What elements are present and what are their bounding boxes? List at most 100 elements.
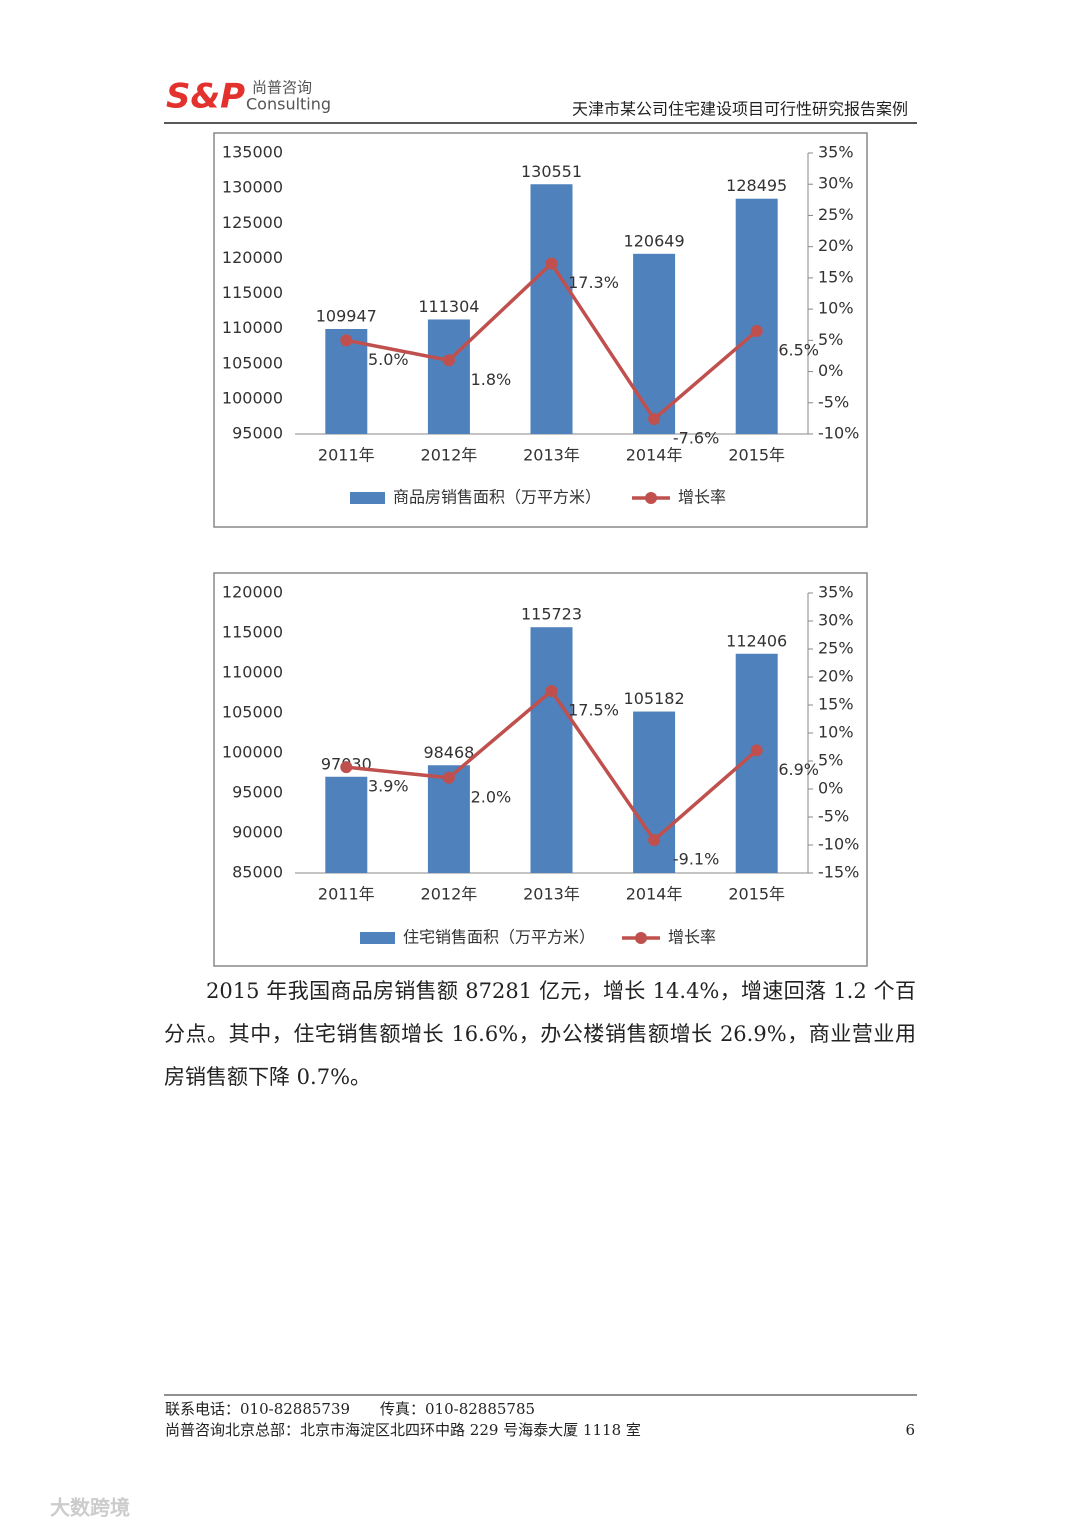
bar xyxy=(633,253,676,434)
x-tick-label: 2014年 xyxy=(626,885,683,904)
y2-tick-label: 20% xyxy=(818,236,854,255)
bar-value-label: 105182 xyxy=(624,689,685,708)
paragraph: 2015 年我国商品房销售额 87281 亿元，增长 14.4%，增速回落 1.… xyxy=(164,979,916,1089)
y2-tick-label: -5% xyxy=(818,392,849,411)
chart-frame xyxy=(213,132,868,528)
bar-value-label: 112406 xyxy=(726,631,787,650)
y-tick-label: 100000 xyxy=(222,743,283,762)
line-value-label: 17.3% xyxy=(568,273,619,292)
y-tick-label: 95000 xyxy=(232,783,283,802)
y-tick-label: 110000 xyxy=(222,663,283,682)
legend-label: 增长率 xyxy=(678,488,726,507)
line-value-label: -9.1% xyxy=(673,849,719,868)
bar-value-label: 130551 xyxy=(521,162,582,181)
footer-fax: 传真：010-82885785 xyxy=(380,1400,535,1418)
bar xyxy=(530,627,573,873)
line-value-label: 3.9% xyxy=(368,777,409,796)
y-tick-label: 95000 xyxy=(232,424,283,443)
x-tick-label: 2011年 xyxy=(318,446,375,465)
bar xyxy=(735,198,778,434)
bar-value-label: 109947 xyxy=(316,306,377,325)
line-value-label: 6.9% xyxy=(778,760,819,779)
line-marker xyxy=(648,833,661,846)
y2-tick-label: 15% xyxy=(818,267,854,286)
x-tick-label: 2015年 xyxy=(728,446,785,465)
y-tick-label: 105000 xyxy=(222,703,283,722)
chart-frame xyxy=(213,572,868,967)
line-marker xyxy=(545,257,558,270)
y-tick-label: 130000 xyxy=(222,178,283,197)
line-value-label: 5.0% xyxy=(368,350,409,369)
x-tick-label: 2012年 xyxy=(421,446,478,465)
y2-tick-label: 30% xyxy=(818,611,854,630)
line-value-label: 2.0% xyxy=(471,787,512,806)
y2-tick-label: 10% xyxy=(818,723,854,742)
line-marker xyxy=(442,354,455,367)
line-marker xyxy=(750,744,763,757)
legend-swatch-marker xyxy=(635,932,647,944)
y2-tick-label: 5% xyxy=(818,751,843,770)
y-tick-label: 115000 xyxy=(222,623,283,642)
y2-tick-label: 0% xyxy=(818,779,843,798)
header-title: 天津市某公司住宅建设项目可行性研究报告案例 xyxy=(572,100,908,119)
y2-tick-label: 15% xyxy=(818,695,854,714)
x-tick-label: 2014年 xyxy=(626,446,683,465)
x-tick-label: 2011年 xyxy=(318,885,375,904)
y2-tick-label: -10% xyxy=(818,424,859,443)
x-tick-label: 2013年 xyxy=(523,885,580,904)
legend-swatch xyxy=(360,932,395,944)
y2-tick-label: 25% xyxy=(818,205,854,224)
bar xyxy=(325,328,368,434)
y-tick-label: 90000 xyxy=(232,823,283,842)
y-tick-label: 135000 xyxy=(222,143,283,162)
line-value-label: 1.8% xyxy=(471,370,512,389)
line-marker xyxy=(750,324,763,337)
y-tick-label: 115000 xyxy=(222,283,283,302)
bar-value-label: 98468 xyxy=(423,743,474,762)
y2-tick-label: 35% xyxy=(818,143,854,162)
line-marker xyxy=(340,334,353,347)
bar-value-label: 115723 xyxy=(521,605,582,624)
line-value-label: 17.5% xyxy=(568,701,619,720)
y2-tick-label: -10% xyxy=(818,835,859,854)
line-marker xyxy=(442,771,455,784)
y-tick-label: 120000 xyxy=(222,248,283,267)
legend-label: 商品房销售面积（万平方米） xyxy=(393,488,601,507)
y2-tick-label: 35% xyxy=(818,583,854,602)
logo-en: Consulting xyxy=(246,95,331,114)
line-value-label: -7.6% xyxy=(673,429,719,448)
bar-value-label: 128495 xyxy=(726,176,787,195)
y-tick-label: 120000 xyxy=(222,583,283,602)
bar xyxy=(530,184,573,434)
logo: S&P xyxy=(166,77,245,117)
footer-address: 尚普咨询北京总部：北京市海淀区北四环中路 229 号海泰大厦 1118 室 xyxy=(165,1421,641,1439)
y-tick-label: 105000 xyxy=(222,353,283,372)
bar xyxy=(325,776,368,873)
y2-tick-label: 10% xyxy=(818,299,854,318)
legend-swatch xyxy=(350,492,385,504)
logo-cn: 尚普咨询 xyxy=(252,79,312,97)
line-value-label: 6.5% xyxy=(778,340,819,359)
y-tick-label: 110000 xyxy=(222,318,283,337)
y2-tick-label: 5% xyxy=(818,330,843,349)
bar xyxy=(633,711,676,873)
y-tick-label: 125000 xyxy=(222,213,283,232)
y2-tick-label: -5% xyxy=(818,807,849,826)
y2-tick-label: 20% xyxy=(818,667,854,686)
legend-label: 增长率 xyxy=(668,928,716,947)
y2-tick-label: 30% xyxy=(818,174,854,193)
line-marker xyxy=(545,685,558,697)
bar xyxy=(427,319,470,434)
legend-swatch-marker xyxy=(645,492,657,504)
y-tick-label: 85000 xyxy=(232,863,283,882)
y2-tick-label: 0% xyxy=(818,361,843,380)
y-tick-label: 100000 xyxy=(222,388,283,407)
bar-value-label: 111304 xyxy=(418,297,479,316)
x-tick-label: 2015年 xyxy=(728,885,785,904)
y2-tick-label: 25% xyxy=(818,639,854,658)
x-tick-label: 2013年 xyxy=(523,446,580,465)
x-tick-label: 2012年 xyxy=(421,885,478,904)
footer-phone: 联系电话：010-82885739 xyxy=(165,1400,350,1418)
